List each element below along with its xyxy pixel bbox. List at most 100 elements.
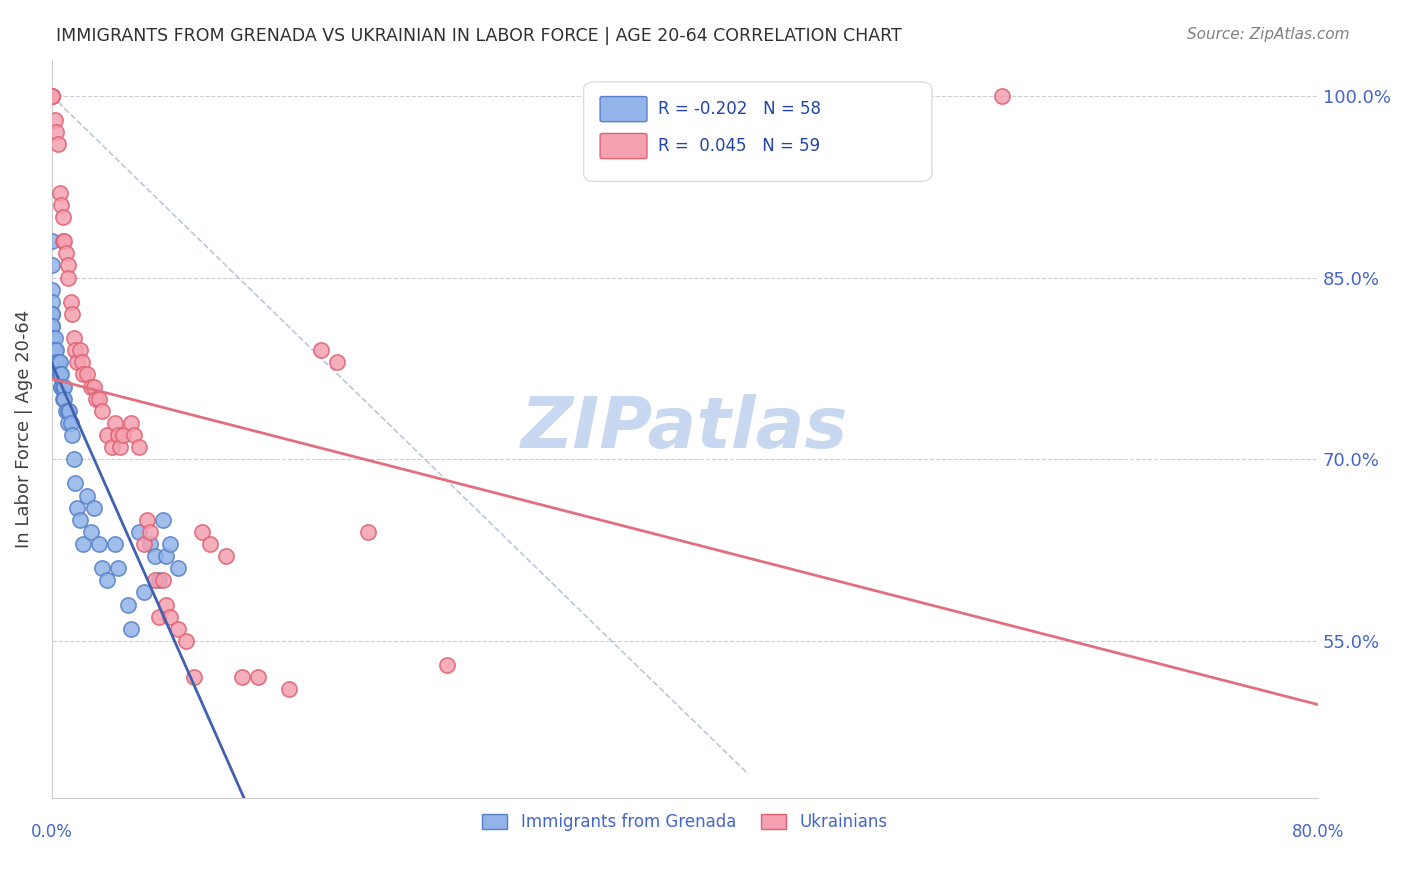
- Point: [990, 89, 1012, 103]
- Point: [41, 89, 63, 103]
- Point: [128, 440, 150, 454]
- Point: [52, 234, 75, 248]
- Point: [132, 537, 155, 551]
- Point: [63, 331, 86, 345]
- Point: [155, 549, 177, 563]
- Point: [44, 113, 66, 128]
- Point: [72, 537, 94, 551]
- Point: [155, 598, 177, 612]
- Point: [152, 513, 174, 527]
- Point: [89, 392, 111, 406]
- Point: [55, 246, 77, 260]
- Point: [76, 368, 98, 382]
- Y-axis label: In Labor Force | Age 20-64: In Labor Force | Age 20-64: [15, 310, 32, 548]
- Point: [41, 89, 63, 103]
- Point: [183, 670, 205, 684]
- Point: [159, 537, 181, 551]
- Text: Source: ZipAtlas.com: Source: ZipAtlas.com: [1187, 27, 1350, 42]
- Point: [120, 622, 142, 636]
- Point: [143, 549, 166, 563]
- Point: [167, 622, 190, 636]
- Point: [41, 307, 63, 321]
- Point: [167, 561, 190, 575]
- Point: [325, 355, 347, 369]
- Point: [84, 392, 107, 406]
- Point: [51, 379, 73, 393]
- Point: [41, 318, 63, 333]
- Point: [91, 561, 114, 575]
- Point: [191, 524, 214, 539]
- Point: [139, 524, 162, 539]
- Point: [58, 404, 80, 418]
- Point: [52, 210, 75, 224]
- Point: [59, 294, 82, 309]
- Point: [111, 428, 134, 442]
- Point: [65, 343, 87, 358]
- Point: [70, 355, 93, 369]
- Text: R = -0.202   N = 58: R = -0.202 N = 58: [658, 100, 821, 118]
- Point: [45, 343, 67, 358]
- Point: [44, 343, 66, 358]
- Point: [56, 259, 79, 273]
- Point: [80, 524, 103, 539]
- Legend: Immigrants from Grenada, Ukrainians: Immigrants from Grenada, Ukrainians: [475, 806, 894, 838]
- Point: [104, 537, 127, 551]
- Point: [128, 524, 150, 539]
- Point: [56, 416, 79, 430]
- Point: [215, 549, 238, 563]
- Point: [53, 379, 76, 393]
- Point: [148, 574, 170, 588]
- Point: [48, 368, 70, 382]
- Point: [46, 137, 69, 152]
- Point: [48, 186, 70, 200]
- Point: [101, 440, 124, 454]
- Point: [45, 355, 67, 369]
- Point: [63, 452, 86, 467]
- Point: [46, 355, 69, 369]
- Point: [66, 500, 89, 515]
- Point: [60, 307, 83, 321]
- Text: ZIPatlas: ZIPatlas: [522, 394, 849, 464]
- Point: [45, 125, 67, 139]
- Point: [66, 355, 89, 369]
- Point: [309, 343, 332, 358]
- Point: [53, 392, 76, 406]
- Point: [143, 574, 166, 588]
- Point: [41, 343, 63, 358]
- Point: [60, 428, 83, 442]
- Point: [52, 392, 75, 406]
- Point: [148, 609, 170, 624]
- Point: [51, 198, 73, 212]
- Point: [46, 355, 69, 369]
- Point: [108, 440, 131, 454]
- Text: 80.0%: 80.0%: [1292, 823, 1344, 841]
- Point: [357, 524, 380, 539]
- Point: [83, 500, 105, 515]
- Point: [198, 537, 221, 551]
- Point: [135, 513, 157, 527]
- Point: [107, 428, 129, 442]
- Point: [44, 331, 66, 345]
- Point: [48, 368, 70, 382]
- Point: [96, 574, 118, 588]
- Point: [65, 476, 87, 491]
- Point: [104, 416, 127, 430]
- Point: [436, 658, 458, 673]
- FancyBboxPatch shape: [600, 96, 647, 121]
- Point: [152, 574, 174, 588]
- Point: [69, 343, 91, 358]
- Point: [59, 416, 82, 430]
- Point: [52, 379, 75, 393]
- Point: [80, 379, 103, 393]
- Point: [56, 404, 79, 418]
- Point: [41, 294, 63, 309]
- Text: 0.0%: 0.0%: [31, 823, 73, 841]
- Point: [46, 368, 69, 382]
- Point: [41, 283, 63, 297]
- Point: [55, 404, 77, 418]
- Point: [278, 682, 301, 697]
- Point: [41, 234, 63, 248]
- Point: [48, 355, 70, 369]
- Point: [132, 585, 155, 599]
- Point: [69, 513, 91, 527]
